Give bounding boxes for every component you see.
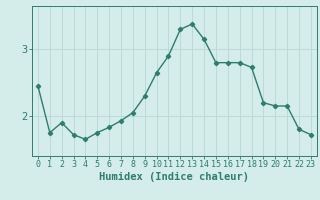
X-axis label: Humidex (Indice chaleur): Humidex (Indice chaleur) xyxy=(100,172,249,182)
